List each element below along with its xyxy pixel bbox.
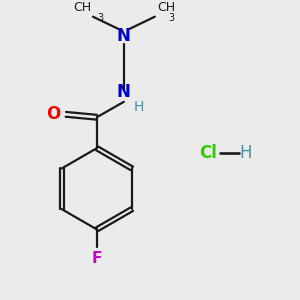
Text: O: O bbox=[46, 105, 60, 123]
Text: N: N bbox=[117, 27, 131, 45]
Text: Cl: Cl bbox=[199, 144, 217, 162]
Text: CH: CH bbox=[157, 1, 175, 14]
Text: H: H bbox=[134, 100, 144, 114]
Text: CH: CH bbox=[73, 1, 91, 14]
Text: 3: 3 bbox=[97, 13, 103, 23]
Text: 3: 3 bbox=[168, 13, 175, 23]
Text: H: H bbox=[239, 144, 252, 162]
Text: F: F bbox=[92, 251, 102, 266]
Text: N: N bbox=[117, 83, 131, 101]
